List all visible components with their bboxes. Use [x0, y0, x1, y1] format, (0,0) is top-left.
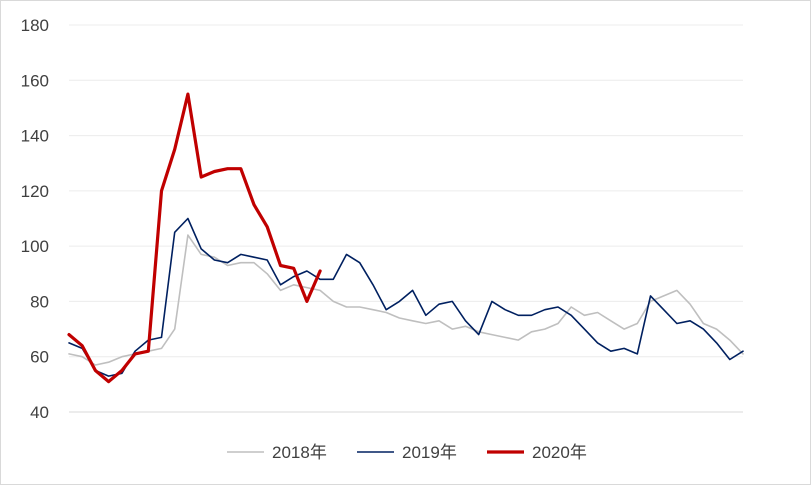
- y-tick-label: 40: [30, 403, 49, 422]
- y-tick-label: 80: [30, 292, 49, 311]
- legend: 2018年 2019年 2020年: [227, 443, 587, 462]
- y-tick-label: 180: [21, 16, 49, 35]
- grid: [69, 24, 743, 358]
- legend-label: 2019年: [402, 443, 457, 462]
- y-axis: 40 60 80 100 120 140 160 180: [21, 16, 49, 422]
- series-line-1: [68, 217, 744, 377]
- series-line-0: [68, 234, 744, 366]
- legend-label: 2018年: [272, 443, 327, 462]
- y-tick-label: 120: [21, 182, 49, 201]
- y-tick-label: 140: [21, 127, 49, 146]
- y-tick-label: 160: [21, 71, 49, 90]
- series-lines: [67, 92, 744, 384]
- y-tick-label: 100: [21, 237, 49, 256]
- legend-label: 2020年: [532, 443, 587, 462]
- series-line-2: [67, 92, 322, 384]
- y-tick-label: 60: [30, 348, 49, 367]
